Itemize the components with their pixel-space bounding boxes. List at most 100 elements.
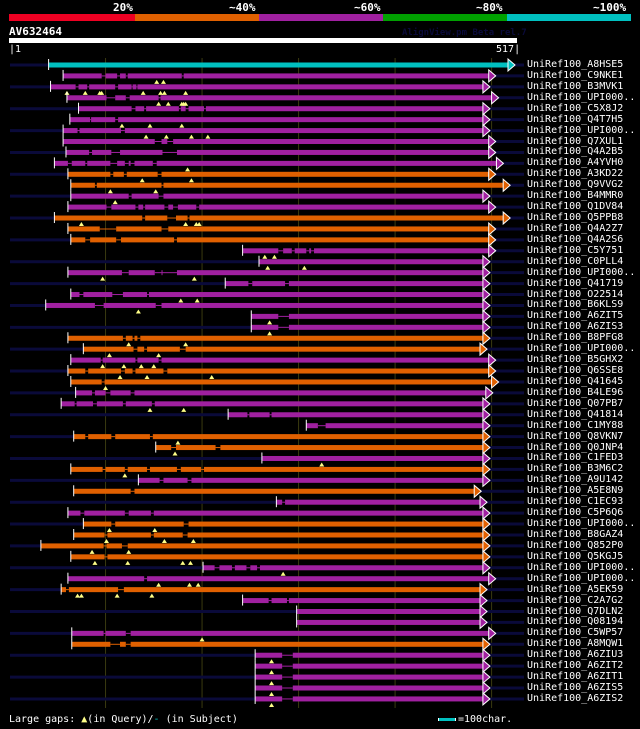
alignment-segment xyxy=(105,630,126,636)
hit-label[interactable]: UniRef100_C2A7G2 xyxy=(527,594,624,606)
hit-label[interactable]: UniRef100_C1FED3 xyxy=(527,452,624,464)
hit-label[interactable]: UniRef100_UPI000.. xyxy=(527,343,636,355)
hit-label[interactable]: UniRef100_Q4A2S6 xyxy=(527,233,624,245)
query-gap-marker-icon xyxy=(82,90,88,95)
hit-label[interactable]: UniRef100_A6ZIT1 xyxy=(527,671,624,683)
alignment-segment xyxy=(63,73,102,79)
query-gap-marker-icon xyxy=(183,222,189,227)
scale-label-80: ~80% xyxy=(476,1,503,14)
hit-label[interactable]: UniRef100_B8PFG8 xyxy=(527,332,624,344)
alignment-segment xyxy=(70,554,105,560)
hit-label[interactable]: UniRef100_UPI000.. xyxy=(527,91,636,103)
end-arrow-icon xyxy=(482,637,491,652)
hit-label[interactable]: UniRef100_A5EK59 xyxy=(527,583,624,595)
hit-label[interactable]: UniRef100_A8HSE5 xyxy=(527,59,624,70)
hit-label[interactable]: UniRef100_Q852P0 xyxy=(527,539,624,551)
hit-label[interactable]: UniRef100_C5WP57 xyxy=(527,627,624,639)
hit-label[interactable]: UniRef100_B8GAZ4 xyxy=(527,528,624,540)
query-gap-marker-icon xyxy=(194,298,200,303)
hit-label[interactable]: UniRef100_Q41814 xyxy=(527,408,624,420)
hit-label[interactable]: UniRef100_A6ZIS3 xyxy=(527,321,624,333)
hit-label[interactable]: UniRef100_Q41645 xyxy=(527,375,624,387)
query-gap-marker-icon xyxy=(149,593,155,598)
hit-label[interactable]: UniRef100_A4YVH0 xyxy=(527,157,624,169)
alignment-segment xyxy=(128,270,155,276)
hit-label[interactable]: UniRef100_Q4A2B5 xyxy=(527,146,624,158)
end-arrow-icon xyxy=(488,626,497,641)
hit-label[interactable]: UniRef100_UPI000.. xyxy=(527,561,636,573)
hit-label[interactable]: UniRef100_C9NKE1 xyxy=(527,69,624,81)
hit-label[interactable]: UniRef100_C5Y751 xyxy=(527,244,624,256)
hit-label[interactable]: UniRef100_C5X8J2 xyxy=(527,102,624,114)
hit-label[interactable]: UniRef100_UPI000.. xyxy=(527,266,636,278)
hit-label[interactable]: UniRef100_C0PLL4 xyxy=(527,255,624,267)
alignment-segment xyxy=(54,160,68,166)
query-gap-marker-icon xyxy=(156,582,162,587)
hit-label[interactable]: UniRef100_B3MVK1 xyxy=(527,80,624,92)
alignment-segment xyxy=(147,346,180,352)
alignment-segment xyxy=(122,292,148,298)
hit-label[interactable]: UniRef100_UPI000.. xyxy=(527,572,636,584)
hit-label[interactable]: UniRef100_Q1DV84 xyxy=(527,201,624,213)
hit-label[interactable]: UniRef100_B4MMR0 xyxy=(527,190,624,202)
hit-label[interactable]: UniRef100_A6ZIT2 xyxy=(527,660,624,672)
alignment-segment xyxy=(88,368,121,374)
alignment-segment xyxy=(120,641,126,647)
hit-label[interactable]: UniRef100_UPI000.. xyxy=(527,124,636,136)
hit-label[interactable]: UniRef100_Q7DLN2 xyxy=(527,605,624,617)
query-gap-marker-icon xyxy=(106,353,112,358)
hit-label[interactable]: UniRef100_A6ZIU3 xyxy=(527,649,624,661)
hit-label[interactable]: UniRef100_Q0JNP4 xyxy=(527,441,624,453)
hit-label[interactable]: UniRef100_A6ZIS5 xyxy=(527,682,624,693)
alignment-segment xyxy=(188,106,204,112)
alignment-segment xyxy=(71,641,111,647)
hit-label[interactable]: UniRef100_UPI000.. xyxy=(527,518,636,530)
alignment-segment xyxy=(314,248,489,254)
hit-label[interactable]: UniRef100_Q41719 xyxy=(527,277,624,289)
hit-label[interactable]: UniRef100_A6ZIT5 xyxy=(527,310,624,322)
hit-label[interactable]: UniRef100_B4LE96 xyxy=(527,386,624,398)
hit-label[interactable]: UniRef100_Q8VKN7 xyxy=(527,430,624,442)
end-arrow-icon xyxy=(488,363,497,379)
query-gap-marker-icon xyxy=(100,276,106,281)
hit-label[interactable]: UniRef100_Q4A2Z7 xyxy=(527,222,624,234)
hit-label[interactable]: UniRef100_B6KLS9 xyxy=(527,299,624,311)
hit-label[interactable]: UniRef100_A9U142 xyxy=(527,474,624,486)
hit-label[interactable]: UniRef100_A5E8N9 xyxy=(527,485,624,497)
end-arrow-icon xyxy=(479,342,488,357)
hit-label[interactable]: UniRef100_Q4T7H5 xyxy=(527,113,624,125)
hit-label[interactable]: UniRef100_Q5KGJ5 xyxy=(527,550,624,562)
hit-label[interactable]: UniRef100_Q6SSE8 xyxy=(527,365,624,377)
alignment-segment xyxy=(292,652,483,658)
hit-label[interactable]: UniRef100_C5P6Q6 xyxy=(527,507,624,519)
query-gap-marker-icon xyxy=(172,451,178,456)
hit-label[interactable]: UniRef100_Q9VVG2 xyxy=(527,179,624,191)
alignment-segment xyxy=(145,204,165,210)
alignment-segment xyxy=(137,346,145,352)
hit-label[interactable]: UniRef100_B3M6C2 xyxy=(527,463,624,475)
query-name: AV632464 xyxy=(9,25,62,38)
query-gap-marker-icon xyxy=(178,298,184,303)
hit-label[interactable]: UniRef100_Q07PB7 xyxy=(527,397,624,409)
hit-label[interactable]: UniRef100_C1MY88 xyxy=(527,419,624,431)
alignment-segment xyxy=(70,193,129,199)
query-gap-marker-icon xyxy=(135,309,141,314)
alignment-segment xyxy=(125,401,152,407)
hit-label[interactable]: UniRef100_B5GHX2 xyxy=(527,354,624,366)
query-gap-marker-icon xyxy=(78,222,84,227)
hit-label[interactable]: UniRef100_A3KD22 xyxy=(527,168,624,180)
end-arrow-icon xyxy=(488,167,497,182)
hit-label[interactable]: UniRef100_A8MQW1 xyxy=(527,638,624,650)
hit-label[interactable]: UniRef100_Q08194 xyxy=(527,616,624,628)
end-arrow-icon xyxy=(495,156,505,171)
hit-label[interactable]: UniRef100_Q7XUL1 xyxy=(527,135,624,147)
hit-label[interactable]: UniRef100_Q5PPB8 xyxy=(527,212,624,224)
hit-label[interactable]: UniRef100_C1EC93 xyxy=(527,496,624,508)
hit-label[interactable]: UniRef100_A6ZIS2 xyxy=(527,692,624,704)
alignment-segment xyxy=(83,346,134,352)
scale-label-20: 20% xyxy=(113,1,133,14)
hit-label[interactable]: UniRef100_O22514 xyxy=(527,288,624,300)
alignment-segment xyxy=(83,292,113,298)
alignment-segment xyxy=(127,466,148,472)
